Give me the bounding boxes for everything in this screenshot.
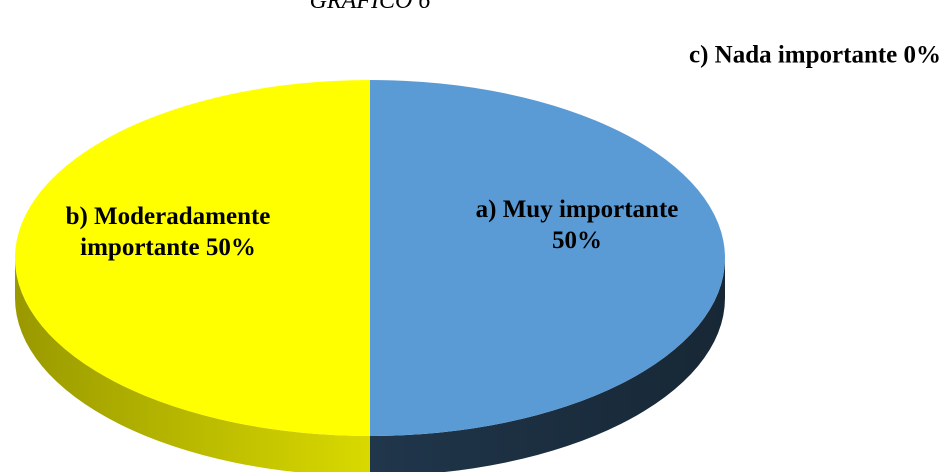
label-value: 50% bbox=[205, 234, 256, 261]
slice bbox=[15, 80, 370, 436]
chart-title: GRAFICO 6 bbox=[309, 0, 431, 14]
label-category: b) Moderadamente importante bbox=[65, 203, 271, 261]
label-value: 0% bbox=[903, 41, 941, 69]
slice-side bbox=[15, 258, 370, 472]
label-value: 50% bbox=[552, 227, 602, 254]
data-label: b) Moderadamente importante 50% bbox=[18, 201, 318, 263]
data-label: c) Nada importante 0% bbox=[665, 40, 941, 71]
slice bbox=[370, 80, 725, 436]
slice-side bbox=[370, 258, 725, 472]
data-label: a) Muy importante 50% bbox=[462, 194, 692, 256]
label-category: a) Muy importante bbox=[475, 196, 679, 223]
label-category: c) Nada importante bbox=[688, 41, 898, 69]
